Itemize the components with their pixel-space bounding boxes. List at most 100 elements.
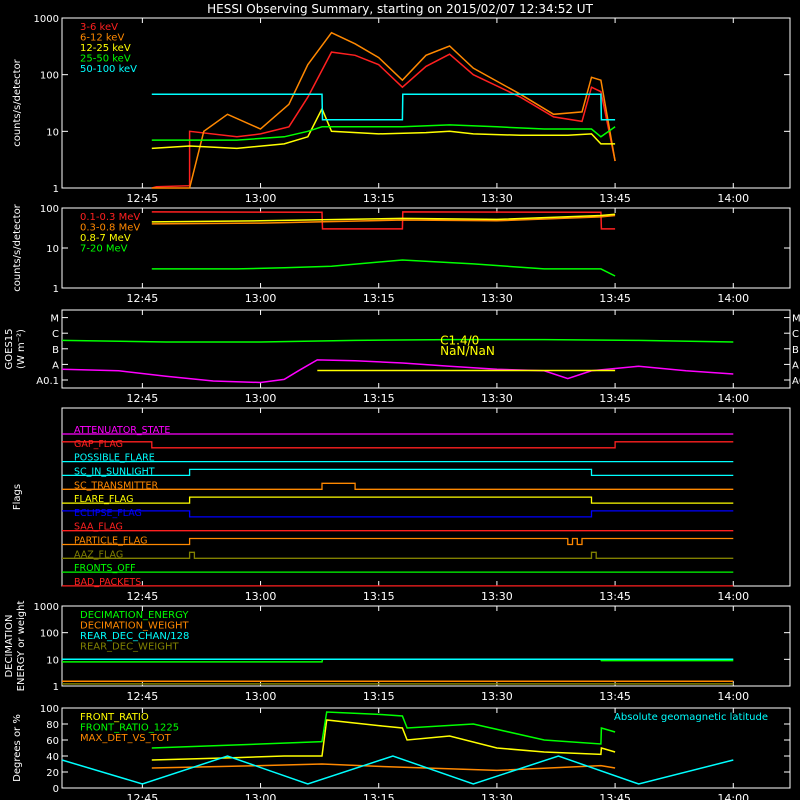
y-axis-label: Degrees or %: [12, 714, 23, 782]
time-tick-label: 13:30: [481, 192, 513, 205]
y-tick-label: A: [52, 360, 59, 371]
y-tick-label: 1: [53, 184, 59, 195]
y-tick-label: 40: [46, 752, 59, 763]
panel-ratios: 12:45 13:00 13:15 13:30 13:45 14:00 0 20 40 60 80 1…: [12, 704, 791, 800]
series-line-5: [151, 93, 616, 121]
series-line-4: [151, 124, 616, 141]
y-axis-label: counts/s/detector: [12, 58, 23, 146]
flag-line: [62, 510, 734, 518]
time-tick-label: 13:30: [481, 392, 513, 405]
y-tick-label: 0: [53, 784, 59, 795]
time-tick-label: 12:45: [127, 590, 159, 603]
flag-label: POSSIBLE_FLARE: [74, 453, 155, 464]
y-tick-label: 60: [46, 736, 59, 747]
time-tick-label: 13:00: [245, 192, 277, 205]
time-tick-label: 14:00: [717, 690, 749, 703]
legend-entry: 3-6 keV: [80, 22, 118, 33]
flag-line: [62, 537, 734, 546]
flag-label: FRONTS_OFF: [74, 563, 136, 574]
time-tick-label: 13:00: [245, 292, 277, 305]
y-axis-label-2: ENERGY or weight: [16, 601, 27, 692]
series-line-2: [151, 214, 616, 225]
legend-entry: FRONT_RATIO_1225: [80, 723, 179, 734]
time-tick-label: 14:00: [717, 292, 749, 305]
flag-line: [62, 441, 734, 449]
time-tick-label: 13:45: [599, 392, 631, 405]
panels: 12:45 13:00 13:15 13:30 13:45 14:001101001000…: [4, 14, 800, 800]
flag-label: SAA_FLAG: [74, 522, 123, 533]
time-tick-label: 12:45: [127, 192, 159, 205]
flag-label: ECLIPSE_FLAG: [74, 508, 142, 519]
y-tick-label: 20: [46, 768, 59, 779]
y-tick-label: 1: [53, 682, 59, 693]
flag-label: PARTICLE_FLAG: [74, 536, 147, 547]
time-tick-label: 13:15: [363, 292, 395, 305]
y-axis-label: GOES15: [4, 328, 15, 369]
time-tick-label: 12:45: [127, 392, 159, 405]
series-line-3: [151, 213, 616, 223]
y-axis-label: DECIMATION: [4, 614, 15, 677]
panel-lightcurves-low: 12:45 13:00 13:15 13:30 13:45 14:00 1 10 100 1000…: [12, 14, 791, 205]
flag-label: BAD_PACKETS: [74, 577, 141, 588]
time-tick-label: 13:15: [363, 392, 395, 405]
y-tick-label: 100: [40, 204, 59, 215]
series-line-1: [151, 51, 616, 189]
y-tick-label: 100: [40, 629, 59, 640]
flag-label: SC_IN_SUNLIGHT: [74, 466, 155, 477]
series-line-1: [151, 719, 616, 761]
panel-decimation: 12:45 13:00 13:15 13:30 13:45 14:00 1 10 100 1000…: [4, 601, 791, 703]
legend-entry: DECIMATION_ENERGY: [80, 610, 189, 621]
y-tick-label: 10: [46, 244, 59, 255]
flag-line: [62, 482, 734, 490]
series-line-4: [61, 755, 734, 785]
time-tick-label: 13:00: [245, 392, 277, 405]
legend-entry: 0.1-0.3 MeV: [80, 212, 140, 223]
time-tick-label: 13:00: [245, 792, 277, 800]
time-tick-label: 12:45: [127, 792, 159, 800]
goes-annotation: C1.4/0: [440, 333, 479, 347]
y-tick-label: 1000: [34, 14, 59, 25]
time-tick-label: 13:30: [481, 792, 513, 800]
y-axis-label-2: (W m⁻²): [16, 329, 27, 369]
time-tick-label: 13:45: [599, 590, 631, 603]
series-line-4: [151, 259, 616, 277]
legend-entry: 25-50 keV: [80, 54, 131, 65]
y-tick-label-right: C: [792, 329, 799, 340]
time-tick-label: 13:45: [599, 690, 631, 703]
y-tick-label: 1: [53, 284, 59, 295]
legend-entry: MAX_DET_VS_TOT: [80, 733, 172, 744]
time-tick-label: 14:00: [717, 590, 749, 603]
legend-entry: 7-20 MeV: [80, 244, 128, 255]
time-tick-label: 14:00: [717, 792, 749, 800]
y-axis-label: counts/s/detector: [12, 203, 23, 291]
time-tick-label: 13:30: [481, 690, 513, 703]
y-tick-label: 1000: [34, 602, 59, 613]
panel-flags: 12:45 13:00 13:15 13:30 13:45 14:00 Flags ATTEN…: [12, 407, 791, 603]
flag-line: [62, 468, 734, 477]
y-tick-label: C: [52, 329, 59, 340]
panel-frame: [61, 707, 791, 789]
flag-label: ATTENUATOR_STATE: [74, 425, 170, 436]
y-tick-label-right: B: [792, 345, 799, 356]
time-tick-label: 13:30: [481, 590, 513, 603]
series-line-3: [151, 763, 616, 772]
time-tick-label: 13:45: [599, 192, 631, 205]
flag-label: FLARE_FLAG: [74, 494, 134, 505]
legend-entry: 0.3-0.8 MeV: [80, 223, 140, 234]
legend-entry: DECIMATION_WEIGHT: [80, 621, 189, 632]
time-tick-label: 13:30: [481, 292, 513, 305]
goes-annotation: NaN/NaN: [440, 344, 495, 358]
time-tick-label: 13:15: [363, 690, 395, 703]
time-tick-label: 13:15: [363, 192, 395, 205]
series-line-3: [151, 107, 616, 150]
panel-frame: [61, 605, 791, 687]
y-tick-label: 100: [40, 71, 59, 82]
time-tick-label: 14:00: [717, 392, 749, 405]
time-tick-label: 14:00: [717, 192, 749, 205]
y-tick-label-right: M: [792, 314, 800, 325]
panel-annotation: Absolute geomagnetic latitude: [614, 712, 768, 723]
legend-entry: REAR_DEC_WEIGHT: [80, 642, 179, 653]
y-tick-label-right: A: [792, 360, 799, 371]
time-tick-label: 13:45: [599, 792, 631, 800]
series-line-1: [61, 338, 734, 343]
